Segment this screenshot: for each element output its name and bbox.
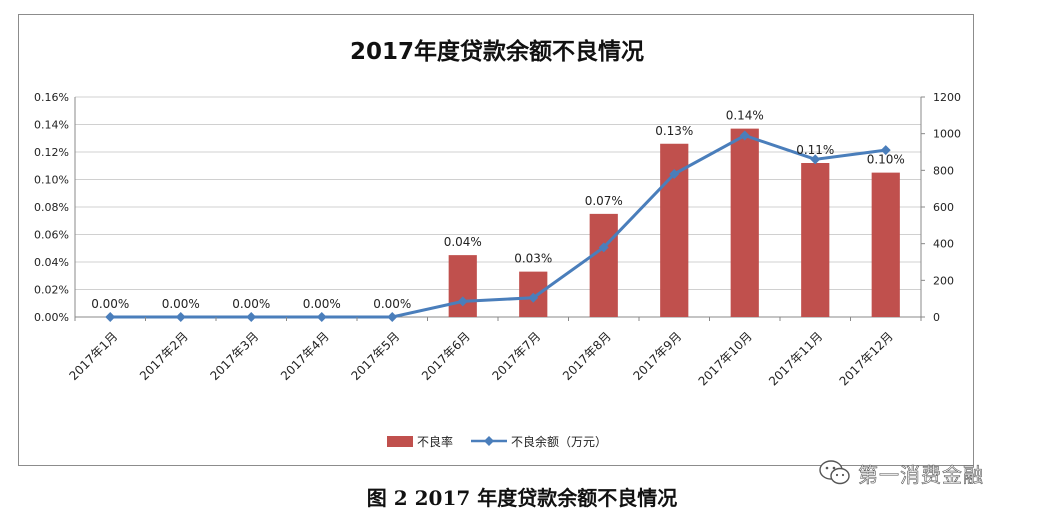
x-tick-label: 2017年8月 [560,329,614,383]
wechat-icon [819,460,850,485]
left-tick-label: 0.00% [34,311,69,324]
bar-data-label: 0.14% [726,109,764,123]
line-point [669,169,680,179]
chart-title: 2017年度贷款余额不良情况 [350,38,644,65]
watermark: 第一消费金融 [818,456,984,490]
bar [589,213,618,317]
right-tick-label: 200 [933,274,954,287]
x-tick-label: 2017年7月 [489,329,543,383]
line-point [246,312,257,322]
x-tick-label: 2017年1月 [66,329,120,383]
left-tick-label: 0.16% [34,91,69,104]
figure-caption: 图 2 2017 年度贷款余额不良情况 [366,486,678,510]
data-labels: 0.00% 0.00% 0.00% 0.00% 0.00% 0.04% 0.03% 0.07%… [91,109,905,311]
left-tick-label: 0.02% [34,284,69,297]
grid-lines [75,96,921,318]
right-tick-label: 1200 [933,91,961,104]
left-tick-label: 0.04% [34,256,69,269]
legend-bar-label: 不良率 [417,434,453,449]
right-tick-label: 0 [933,311,940,324]
legend: 不良率 不良余额（万元） [387,434,607,449]
line-point [387,312,398,322]
bar-series [448,128,900,317]
chart-frame: 2017年度贷款余额不良情况 0.00% 0.02% 0.04% 0.06% 0.08%… [18,14,974,466]
line-point [880,145,891,156]
bar-data-label: 0.00% [162,297,200,311]
right-tick-label: 800 [933,164,954,177]
line-path [110,133,886,319]
left-tick-label: 0.08% [34,201,69,214]
x-tick-label: 2017年10月 [696,329,755,388]
x-tick-label: 2017年12月 [837,329,896,388]
x-axis: 2017年1月 2017年2月 2017年3月 2017年4月 2017年5月 2017年… [66,317,922,388]
x-tick-label: 2017年4月 [278,329,332,383]
x-tick-label: 2017年2月 [137,329,191,383]
line-point [598,242,609,253]
bar-data-label: 0.07% [585,194,623,208]
legend-bar-swatch [387,436,413,447]
bar [801,163,830,317]
bar-data-label: 0.04% [444,235,482,249]
watermark-text: 第一消费金融 [858,462,984,487]
left-tick-label: 0.14% [34,119,69,132]
bar-data-label: 0.03% [514,252,552,266]
x-tick-label: 2017年11月 [766,329,825,388]
bar [871,172,900,317]
x-tick-label: 2017年9月 [630,329,684,383]
line-point [528,292,539,303]
bar [448,255,477,317]
right-tick-label: 1000 [933,128,961,141]
line-point [175,312,186,322]
line-point [105,312,116,322]
x-tick-label: 2017年5月 [348,329,402,383]
bar-data-label: 0.13% [655,124,693,138]
bar-data-label: 0.00% [232,297,270,311]
legend-line-marker [484,436,494,446]
left-axis: 0.00% 0.02% 0.04% 0.06% 0.08% 0.10% 0.12% 0.14%… [34,91,76,324]
bar-data-label: 0.00% [91,297,129,311]
bar-data-label: 0.00% [303,297,341,311]
left-tick-label: 0.10% [34,174,69,187]
left-tick-label: 0.12% [34,146,69,159]
line-point [316,312,327,322]
line-series [105,130,891,322]
line-point [739,130,750,141]
x-tick-label: 2017年3月 [207,329,261,383]
line-point [457,296,468,307]
bar-data-label: 0.11% [796,143,834,157]
bar-data-label: 0.10% [867,153,905,167]
line-point [810,154,821,165]
bar-data-label: 0.00% [373,297,411,311]
right-tick-label: 400 [933,238,954,251]
right-tick-label: 600 [933,201,954,214]
x-tick-label: 2017年6月 [419,329,473,383]
right-axis: 0 200 400 600 800 1000 1200 [920,91,961,324]
bar [730,128,759,317]
legend-line-label: 不良余额（万元） [511,434,607,449]
left-tick-label: 0.06% [34,229,69,242]
chart-svg: 2017年度贷款余额不良情况 0.00% 0.02% 0.04% 0.06% 0.08%… [34,38,961,449]
